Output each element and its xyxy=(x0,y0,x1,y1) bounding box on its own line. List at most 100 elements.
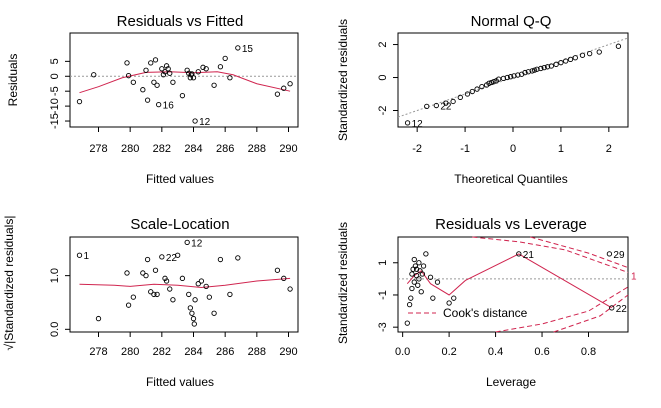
data-point-39 xyxy=(287,81,293,87)
data-point-27 xyxy=(195,281,201,287)
point-label-12: 12 xyxy=(412,119,424,130)
data-point-14 xyxy=(416,276,422,282)
data-point-9 xyxy=(148,60,154,66)
data-point-14 xyxy=(159,66,165,72)
smoother-line xyxy=(406,253,612,309)
x-tick-label: 284 xyxy=(184,143,202,155)
data-point-19 xyxy=(423,251,429,257)
panel-title: Normal Q-Q xyxy=(471,13,552,30)
data-point-29 xyxy=(203,283,209,290)
y-tick-label: 0.0 xyxy=(49,322,61,337)
data-point-1 xyxy=(404,120,411,126)
data-point-24 xyxy=(451,295,457,301)
data-point-8 xyxy=(144,97,151,103)
data-point-14 xyxy=(162,275,168,281)
data-point-18 xyxy=(420,263,427,269)
cook-contour-lower-inner xyxy=(553,294,629,333)
panel-title: Scale-Location xyxy=(130,216,229,233)
data-point-17 xyxy=(163,63,170,69)
data-point-25 xyxy=(516,251,522,257)
data-point-21 xyxy=(186,291,192,298)
data-point-7 xyxy=(143,272,149,279)
data-point-25 xyxy=(191,321,197,327)
data-point-35 xyxy=(227,75,233,81)
panel-title: Residuals vs Leverage xyxy=(435,216,587,233)
data-point-21 xyxy=(430,295,436,301)
data-point-3 xyxy=(124,270,130,276)
data-point-11 xyxy=(152,57,159,63)
data-point-3 xyxy=(408,295,414,301)
data-point-2 xyxy=(95,315,102,322)
data-point-19 xyxy=(507,74,514,80)
data-point-32 xyxy=(217,256,224,263)
data-point-34 xyxy=(222,55,228,62)
data-point-28 xyxy=(198,278,205,284)
data-point-18 xyxy=(504,74,510,81)
y-axis-label: Residuals xyxy=(6,54,20,107)
data-point-16 xyxy=(167,286,173,292)
x-tick-label: 280 xyxy=(121,143,139,155)
y-tick-label: 0 xyxy=(49,73,61,79)
data-point-13 xyxy=(159,254,165,260)
data-point-2 xyxy=(424,103,430,110)
y-axis-label: Standardized residuals xyxy=(336,19,350,141)
data-point-40 xyxy=(615,43,622,49)
data-point-12 xyxy=(154,82,160,88)
data-point-5 xyxy=(130,294,136,300)
plot-frame xyxy=(397,32,629,128)
data-point-10 xyxy=(151,79,157,85)
data-point-26 xyxy=(192,297,198,303)
x-tick-label: 2 xyxy=(606,143,612,155)
smoother-line xyxy=(79,277,291,288)
data-point-1 xyxy=(404,320,410,326)
data-point-2 xyxy=(406,301,413,308)
panel-4 xyxy=(393,236,629,337)
point-label-22: 22 xyxy=(166,253,178,264)
x-tick-label: 0.8 xyxy=(581,346,596,358)
data-point-7 xyxy=(411,279,417,285)
cook-contour-label: 1 xyxy=(631,272,637,283)
x-axis-label: Fitted values xyxy=(146,375,214,389)
data-point-33 xyxy=(558,60,564,66)
data-point-20 xyxy=(170,79,176,85)
x-tick-label: 290 xyxy=(279,143,297,155)
data-point-37 xyxy=(579,52,586,58)
panel-1 xyxy=(65,32,299,132)
point-label-12: 12 xyxy=(191,238,203,249)
point-label-22: 22 xyxy=(440,102,452,113)
y-tick-label: -2 xyxy=(377,106,389,116)
data-point-5 xyxy=(130,79,136,85)
data-point-2 xyxy=(91,72,97,78)
data-point-6 xyxy=(457,94,463,100)
data-point-27 xyxy=(190,75,197,81)
data-point-35 xyxy=(567,56,574,63)
x-tick-label: 288 xyxy=(248,346,266,358)
data-point-8 xyxy=(469,88,475,95)
x-tick-label: 0.0 xyxy=(395,346,410,358)
data-point-23 xyxy=(522,69,528,76)
data-point-13 xyxy=(156,101,162,108)
data-point-37 xyxy=(287,286,293,292)
data-point-29 xyxy=(541,64,547,71)
data-point-33 xyxy=(217,64,224,70)
point-label-15: 15 xyxy=(242,44,254,55)
data-point-33 xyxy=(227,291,233,298)
point-label-16: 16 xyxy=(163,101,175,112)
data-point-18 xyxy=(175,252,181,258)
data-point-39 xyxy=(596,49,602,55)
cook-contour-upper-inner xyxy=(530,236,629,269)
data-point-31 xyxy=(548,63,554,69)
data-point-13 xyxy=(488,79,495,86)
data-point-29 xyxy=(195,69,201,75)
x-tick-label: 0.2 xyxy=(441,346,456,358)
x-tick-label: 290 xyxy=(279,346,297,358)
point-label-12: 12 xyxy=(199,117,211,128)
data-point-36 xyxy=(572,55,578,61)
data-point-27 xyxy=(609,305,615,311)
y-tick-label: 5 xyxy=(49,58,61,64)
panel-title: Residuals vs Fitted xyxy=(117,13,244,30)
data-point-1 xyxy=(76,98,83,105)
y-tick-label: -5 xyxy=(49,86,61,96)
y-tick-label: -10 xyxy=(49,98,61,114)
data-point-12 xyxy=(415,282,421,288)
